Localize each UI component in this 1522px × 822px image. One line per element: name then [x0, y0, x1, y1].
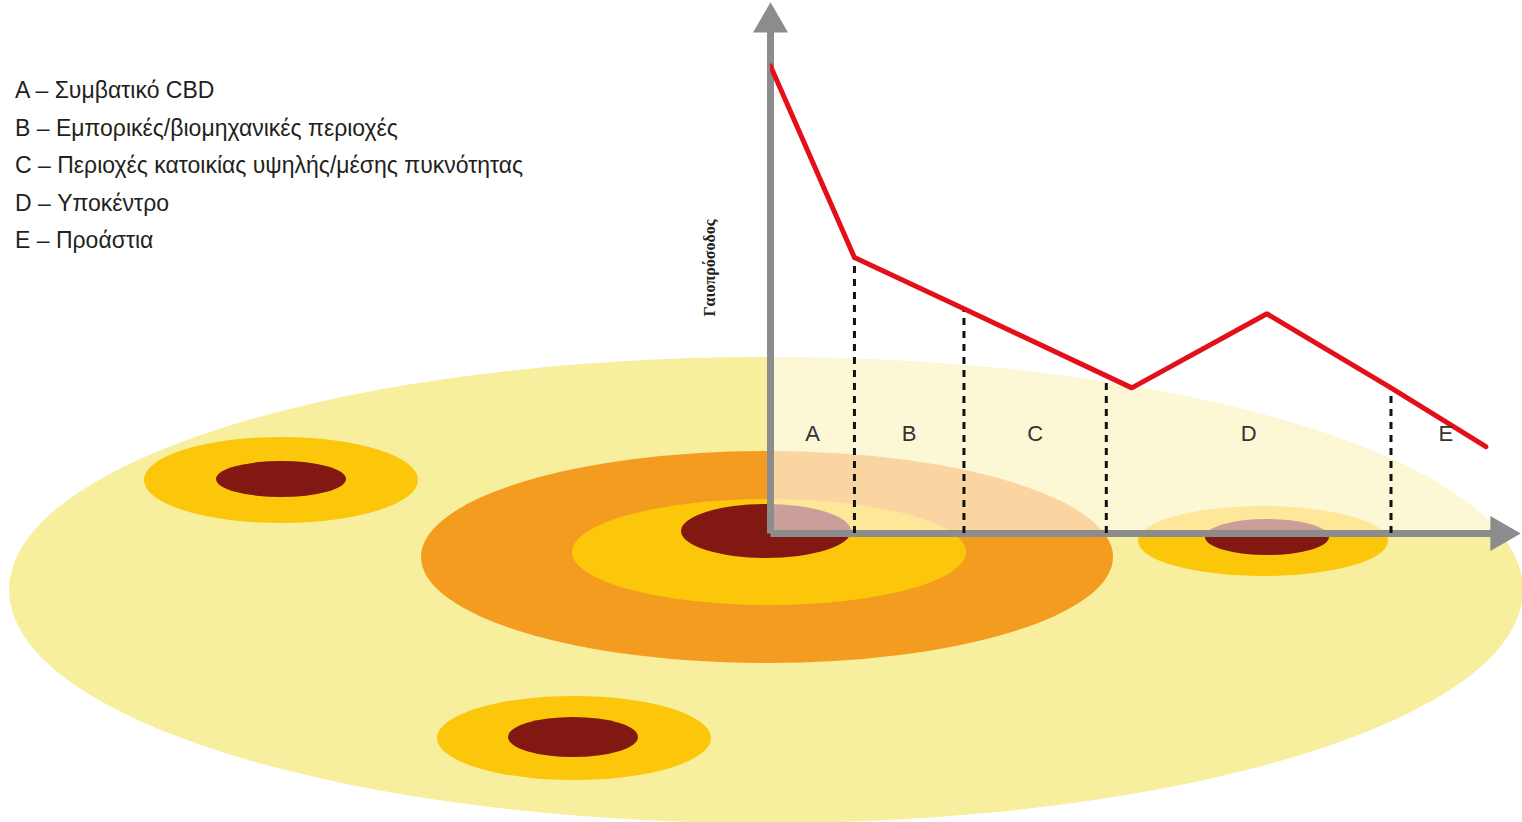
svg-text:E: E	[1438, 421, 1453, 446]
svg-text:B – Εμπορικές/βιομηχανικές περ: B – Εμπορικές/βιομηχανικές περιοχές	[15, 115, 398, 141]
svg-text:B: B	[902, 421, 917, 446]
svg-text:C – Περιοχές κατοικίας υψηλής/: C – Περιοχές κατοικίας υψηλής/μέσης πυκν…	[15, 152, 523, 178]
svg-text:D: D	[1241, 421, 1257, 446]
svg-text:Γαιοπρόσοδος: Γαιοπρόσοδος	[701, 219, 719, 316]
svg-text:D – Υποκέντρο: D – Υποκέντρο	[15, 190, 169, 216]
svg-text:A: A	[805, 421, 820, 446]
svg-text:A – Συμβατικό CBD: A – Συμβατικό CBD	[15, 77, 214, 103]
svg-text:C: C	[1027, 421, 1043, 446]
svg-text:E – Προάστια: E – Προάστια	[15, 227, 153, 253]
